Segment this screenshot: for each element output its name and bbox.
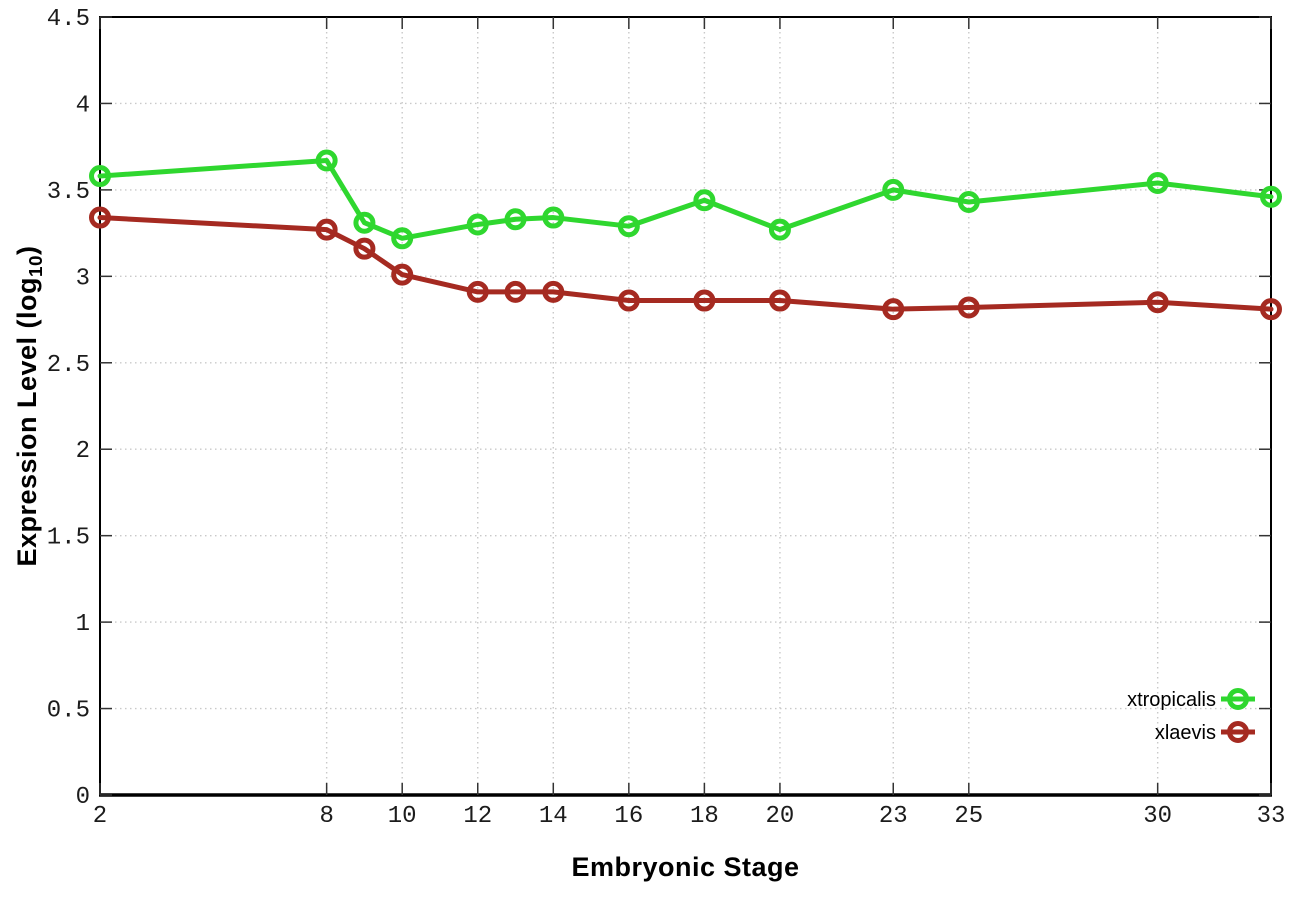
- x-tick-label: 14: [539, 803, 568, 830]
- data-point-marker: [89, 206, 111, 229]
- data-point-marker: [542, 280, 565, 303]
- x-tick-label: 16: [614, 803, 643, 830]
- plot-border: [99, 16, 1272, 797]
- data-point-marker: [391, 227, 414, 250]
- data-point-marker: [353, 237, 376, 260]
- data-point-marker: [504, 208, 527, 231]
- y-tick-label: 2.5: [47, 352, 90, 379]
- data-point-marker: [1260, 185, 1282, 208]
- data-point-marker: [466, 213, 489, 236]
- data-point-marker: [882, 178, 905, 201]
- legend-sample-marker: [1227, 688, 1249, 710]
- x-tick-label: 30: [1143, 803, 1172, 830]
- data-point-marker: [768, 289, 791, 312]
- data-point-marker: [542, 206, 565, 229]
- x-axis-title: Embryonic Stage: [571, 852, 800, 882]
- data-point-marker: [957, 296, 980, 319]
- series-xlaevis: [89, 206, 1282, 321]
- data-point-marker: [504, 280, 527, 303]
- x-tick-label: 2: [93, 803, 107, 830]
- y-tick-label: 0.5: [47, 698, 90, 725]
- x-tick-label: 18: [690, 803, 719, 830]
- legend: xtropicalis xlaevis: [1127, 688, 1255, 744]
- legend-label: xtropicalis: [1127, 689, 1216, 711]
- data-point-marker: [391, 263, 414, 286]
- series-xtropicalis: [89, 149, 1282, 250]
- data-point-marker: [466, 280, 489, 303]
- legend-item-xtropicalis: xtropicalis: [1127, 688, 1255, 711]
- y-tick-label: 4.5: [47, 6, 90, 33]
- y-tick-label: 3: [76, 265, 90, 292]
- data-point-marker: [693, 189, 716, 212]
- data-point-marker: [1146, 171, 1169, 194]
- legend-sample-marker: [1227, 721, 1249, 743]
- legend-item-xlaevis: xlaevis: [1155, 721, 1255, 744]
- x-tick-label: 8: [319, 803, 333, 830]
- axis-ticks: 2 8 10 12 14 16 18 20 23 25 30 33 0 0.5 1 1.5 2 2.5 3 3.5 4 4…: [47, 6, 1286, 830]
- data-point-marker: [882, 298, 905, 321]
- data-point-marker: [693, 289, 716, 312]
- data-point-marker: [1146, 291, 1169, 314]
- x-tick-label: 20: [766, 803, 795, 830]
- x-tick-label: 10: [388, 803, 417, 830]
- x-tick-label: 23: [879, 803, 908, 830]
- legend-label: xlaevis: [1155, 722, 1216, 744]
- y-tick-label: 1: [76, 611, 90, 638]
- y-tick-label: 3.5: [47, 179, 90, 206]
- data-point-marker: [768, 218, 791, 241]
- data-point-marker: [1260, 298, 1282, 321]
- y-tick-label: 2: [76, 438, 90, 465]
- y-tick-label: 0: [76, 784, 90, 811]
- data-point-marker: [617, 289, 640, 312]
- y-tick-label: 1.5: [47, 525, 90, 552]
- border-rect: [99, 16, 1272, 796]
- data-point-marker: [89, 165, 111, 188]
- data-point-marker: [617, 215, 640, 238]
- x-tick-label: 33: [1257, 803, 1286, 830]
- data-point-marker: [315, 218, 338, 241]
- y-tick-label: 4: [76, 92, 90, 119]
- gridlines: [100, 17, 1271, 795]
- data-point-marker: [957, 190, 980, 213]
- data-point-marker: [353, 211, 376, 234]
- data-point-marker: [315, 149, 338, 172]
- x-tick-label: 25: [954, 803, 983, 830]
- series-line: [97, 215, 1274, 312]
- x-tick-label: 12: [463, 803, 492, 830]
